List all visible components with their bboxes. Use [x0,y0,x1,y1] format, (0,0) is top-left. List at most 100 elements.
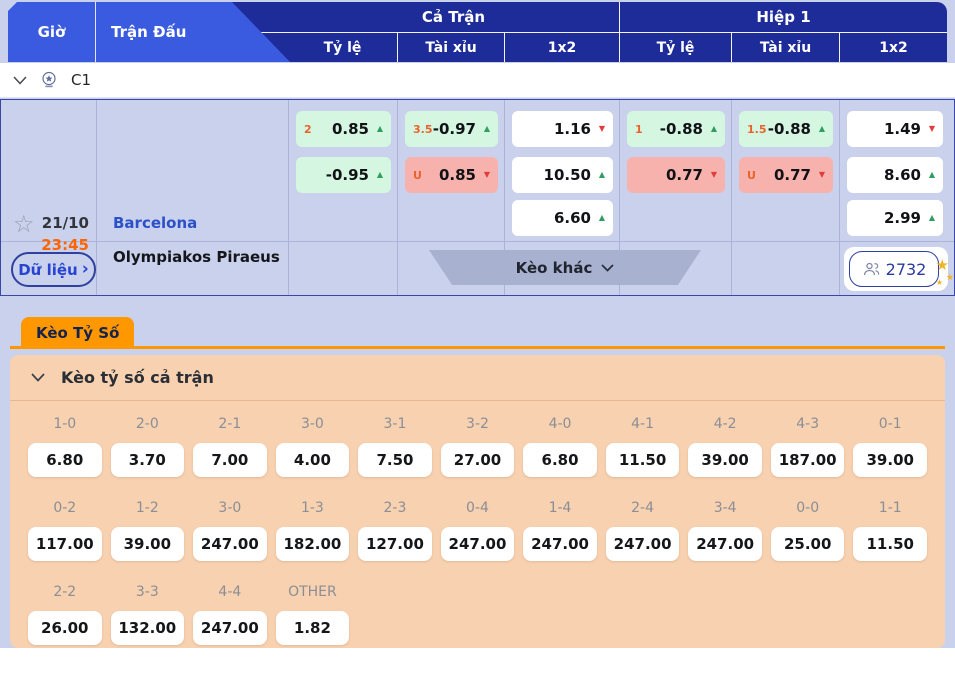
score-label: 3-3 [135,584,159,600]
h1-overunder-column: 1.5 -0.88 U 0.77 [732,100,840,241]
score-odds-button[interactable]: 25.00 [770,527,845,561]
trend-arrow-icon [372,171,383,179]
data-button[interactable]: Dữ liệu › [11,252,96,287]
score-odds-button[interactable]: 7.50 [358,443,432,477]
correct-score-title: Kèo tỷ số cả trận [61,368,214,387]
trend-arrow-icon [924,171,935,179]
score-cell: 3-3 132.00 [110,569,185,645]
odds-cell-ft-x[interactable]: 6.60 [512,200,613,236]
score-cell: 4-2 39.00 [688,401,762,477]
header-ft-overunder: Tài xỉu [397,33,504,62]
score-cell: 0-4 247.00 [440,485,515,561]
score-odds-button[interactable]: 39.00 [110,527,185,561]
odds-cell-h1-1[interactable]: 1.49 [847,111,943,147]
header-h1-handicap: Tỷ lệ [619,33,731,62]
chevron-right-icon: › [81,258,89,279]
odds-value: -0.95 [325,166,369,184]
score-cell: 1-4 247.00 [523,485,597,561]
score-label: 3-4 [713,500,737,516]
viewer-count-container: 2732 ★ ★ ★ [844,247,954,291]
score-label: 0-1 [878,416,902,432]
odds-value: 6.60 [553,209,591,227]
score-odds-button[interactable]: 127.00 [358,527,432,561]
score-odds-button[interactable]: 39.00 [688,443,762,477]
odds-cell-h1-handicap-home[interactable]: 1 -0.88 [627,111,725,147]
viewer-count: 2732 [885,259,927,279]
trend-arrow-icon [594,214,605,222]
odds-cell-h1-2[interactable]: 8.60 [847,157,943,193]
odds-value: 0.77 [665,166,703,184]
score-odds-button[interactable]: 247.00 [688,527,762,561]
chevron-down-icon[interactable] [13,75,27,85]
odds-cell-ft-1[interactable]: 1.16 [512,111,613,147]
odds-cell-h1-over[interactable]: 1.5 -0.88 [739,111,833,147]
league-name: C1 [71,71,92,89]
score-label: 3-0 [300,416,324,432]
divider [731,100,732,295]
score-odds-button[interactable]: 247.00 [440,527,515,561]
trend-arrow-icon [706,125,717,133]
score-cell: OTHER 1.82 [275,569,350,645]
score-odds-button[interactable]: 1.82 [275,611,350,645]
score-odds-button[interactable]: 11.50 [605,443,680,477]
chevron-down-icon[interactable] [31,373,45,382]
trend-arrow-icon [594,171,605,179]
h1-handicap-column: 1 -0.88 0.77 [620,100,732,241]
odds-cell-ft-over[interactable]: 3.5 -0.97 [405,111,498,147]
odds-cell-h1-x[interactable]: 2.99 [847,200,943,236]
score-label: 1-4 [548,500,572,516]
handicap-line-label: 2 [304,122,312,136]
score-odds-button[interactable]: 247.00 [605,527,680,561]
header-first-half: Hiệp 1 [619,2,947,32]
score-odds-button[interactable]: 3.70 [110,443,185,477]
trend-arrow-icon [814,171,825,179]
header-time-col: Giờ [8,2,96,62]
score-odds-button[interactable]: 7.00 [193,443,267,477]
more-odds-button[interactable]: Kèo khác [429,250,701,285]
header-ft-handicap: Tỷ lệ [323,39,362,56]
score-odds-button[interactable]: 4.00 [275,443,350,477]
divider [96,100,97,295]
score-cell: 1-2 39.00 [110,485,185,561]
match-table: ☆ 21/10 23:45 Barcelona Olympiakos Pirae… [0,99,955,296]
odds-cell-h1-under[interactable]: U 0.77 [739,157,833,193]
odds-value: 2.99 [883,209,921,227]
score-odds-button[interactable]: 247.00 [523,527,597,561]
trend-arrow-icon [924,125,935,133]
score-odds-button[interactable]: 132.00 [110,611,185,645]
odds-cell-ft-under[interactable]: U 0.85 [405,157,498,193]
score-odds-button[interactable]: 247.00 [193,611,267,645]
score-label: 3-2 [466,416,489,432]
score-odds-button[interactable]: 26.00 [28,611,102,645]
h1-1x2-column: 1.49 8.60 2.99 [840,100,950,241]
trend-arrow-icon [814,125,825,133]
score-odds-button[interactable]: 6.80 [28,443,102,477]
score-odds-button[interactable]: 247.00 [193,527,267,561]
score-cell: 0-2 117.00 [28,485,102,561]
score-odds-button[interactable]: 39.00 [853,443,927,477]
score-label: 4-4 [218,584,242,600]
tab-correct-score[interactable]: Kèo Tỷ Số [21,317,135,349]
odds-cell-ft-handicap-away[interactable]: -0.95 [296,157,391,193]
score-odds-button[interactable]: 11.50 [853,527,927,561]
match-datetime: 21/10 23:45 [35,212,89,256]
favorite-star-icon[interactable]: ☆ [13,210,35,238]
score-cell: 3-1 7.50 [358,401,432,477]
score-odds-button[interactable]: 6.80 [523,443,597,477]
score-odds-button[interactable]: 27.00 [440,443,515,477]
odds-cell-h1-handicap-away[interactable]: 0.77 [627,157,725,193]
score-cell: 4-0 6.80 [523,401,597,477]
score-cell: 1-0 6.80 [28,401,102,477]
score-cell: 3-0 4.00 [275,401,350,477]
odds-cell-ft-2[interactable]: 10.50 [512,157,613,193]
league-logo-icon [42,71,56,88]
score-odds-button[interactable]: 117.00 [28,527,102,561]
odds-cell-ft-handicap-home[interactable]: 2 0.85 [296,111,391,147]
trend-arrow-icon [594,125,605,133]
viewer-count-pill[interactable]: 2732 [849,251,939,287]
score-odds-button[interactable]: 182.00 [275,527,350,561]
handicap-line-label: 1 [635,122,643,136]
league-row[interactable]: C1 [0,63,955,98]
correct-score-panel-header[interactable]: Kèo tỷ số cả trận [10,355,945,401]
score-odds-button[interactable]: 187.00 [770,443,845,477]
